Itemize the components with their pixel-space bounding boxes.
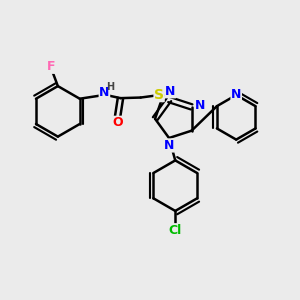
Text: F: F — [47, 60, 56, 73]
Text: N: N — [164, 139, 174, 152]
Text: O: O — [112, 116, 123, 129]
Text: N: N — [231, 88, 242, 101]
Text: S: S — [154, 88, 164, 102]
Text: N: N — [99, 86, 110, 99]
Text: H: H — [106, 82, 114, 92]
Text: Cl: Cl — [169, 224, 182, 237]
Text: N: N — [195, 99, 205, 112]
Text: N: N — [165, 85, 176, 98]
